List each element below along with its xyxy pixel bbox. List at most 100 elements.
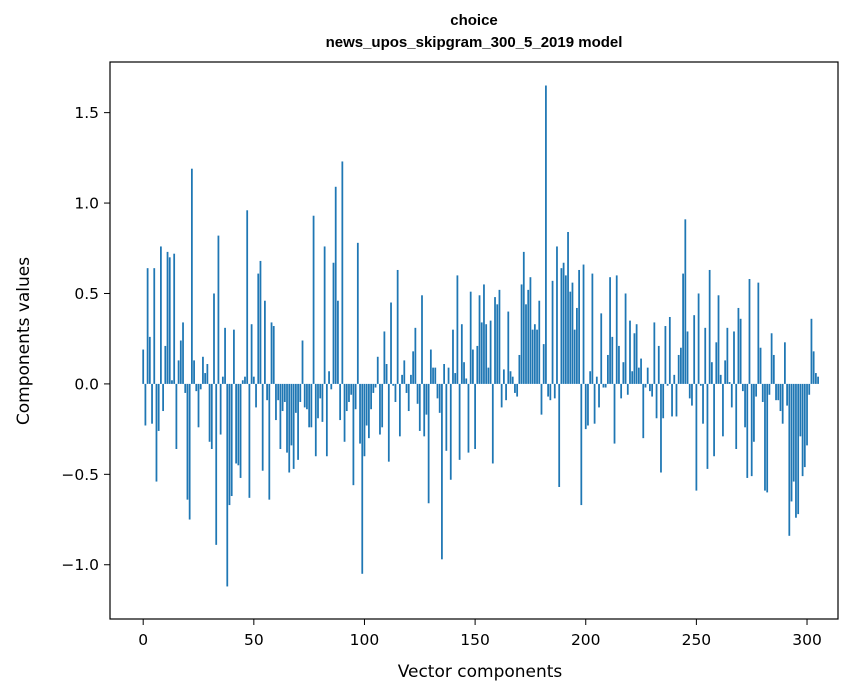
- bar-27: [202, 356, 204, 384]
- bar-99: [361, 383, 364, 574]
- bar-259: [715, 342, 718, 384]
- bar-35: [219, 383, 222, 435]
- bar-9: [162, 383, 164, 412]
- bar-121: [410, 374, 412, 384]
- bar-29: [206, 364, 209, 384]
- bar-45: [241, 380, 244, 384]
- chart-title: choice: [450, 12, 498, 29]
- bar-124: [416, 383, 419, 404]
- bar-13: [171, 380, 173, 384]
- bar-11: [166, 251, 169, 384]
- bar-90: [341, 161, 344, 384]
- bar-178: [536, 329, 538, 384]
- bar-224: [637, 367, 640, 384]
- bar-258: [713, 383, 715, 457]
- bar-68: [292, 383, 295, 469]
- bar-100: [363, 383, 366, 457]
- bar-184: [549, 383, 552, 401]
- bar-256: [708, 269, 711, 384]
- bar-170: [518, 354, 521, 384]
- bar-174: [527, 289, 530, 384]
- bar-143: [458, 383, 461, 460]
- bar-51: [255, 383, 257, 408]
- bar-111: [387, 383, 390, 462]
- bar-52: [257, 273, 260, 384]
- bar-290: [784, 342, 786, 384]
- bar-177: [533, 324, 536, 384]
- bar-212: [611, 336, 614, 384]
- bar-160: [496, 304, 499, 384]
- bar-233: [657, 345, 660, 384]
- bar-229: [649, 383, 651, 392]
- bar-189: [560, 268, 563, 384]
- bar-261: [719, 374, 722, 384]
- bar-248: [691, 383, 693, 406]
- bar-214: [615, 275, 618, 384]
- bar-202: [589, 371, 592, 384]
- bar-200: [584, 383, 587, 430]
- bar-206: [598, 383, 600, 408]
- bar-167: [511, 376, 514, 384]
- bar-274: [748, 279, 751, 384]
- bar-159: [494, 297, 496, 384]
- bar-222: [633, 333, 636, 384]
- bar-119: [405, 383, 408, 393]
- bar-109: [383, 331, 386, 384]
- bar-30: [208, 383, 211, 442]
- bar-78: [314, 383, 317, 457]
- bar-252: [699, 383, 702, 386]
- bar-153: [480, 322, 483, 384]
- bar-116: [398, 383, 401, 437]
- bar-172: [522, 251, 525, 384]
- bar-187: [556, 246, 558, 384]
- bar-86: [332, 262, 335, 384]
- bar-215: [618, 345, 620, 384]
- bar-44: [239, 383, 242, 478]
- bar-300: [806, 383, 808, 446]
- bar-301: [808, 383, 811, 395]
- bar-56: [266, 383, 268, 401]
- bar-151: [476, 345, 479, 384]
- bar-41: [233, 329, 235, 384]
- bar-2: [146, 268, 149, 384]
- bar-147: [467, 383, 470, 453]
- bar-198: [580, 383, 583, 506]
- y-axis: −1.0 −0.5 0.0 0.5 1.0 1.5: [61, 104, 110, 574]
- bar-223: [635, 324, 638, 384]
- bar-6: [155, 383, 158, 482]
- bar-19: [184, 383, 187, 393]
- bar-34: [217, 235, 220, 384]
- bar-17: [179, 340, 182, 384]
- bar-279: [759, 347, 762, 384]
- bar-302: [810, 318, 813, 384]
- bar-16: [177, 360, 180, 384]
- bar-103: [370, 383, 372, 410]
- bar-235: [662, 383, 665, 419]
- bar-182: [545, 85, 547, 384]
- bar-136: [443, 364, 446, 384]
- bar-148: [469, 291, 472, 384]
- bar-110: [385, 364, 388, 384]
- bar-60: [275, 383, 277, 421]
- bar-266: [730, 383, 733, 408]
- bar-158: [491, 383, 494, 464]
- y-tick-label: 0.0: [74, 375, 99, 393]
- x-tick-label: 300: [792, 631, 822, 649]
- bar-87: [334, 186, 337, 384]
- bar-140: [452, 329, 454, 384]
- bar-232: [655, 383, 658, 419]
- bar-270: [739, 318, 742, 384]
- bar-83: [325, 383, 328, 457]
- bar-127: [423, 383, 426, 437]
- bar-3: [148, 336, 151, 384]
- bar-54: [261, 383, 264, 471]
- bar-144: [460, 324, 463, 384]
- bar-253: [702, 383, 704, 424]
- bar-225: [640, 358, 642, 384]
- bar-221: [631, 371, 634, 384]
- bar-67: [290, 383, 293, 446]
- bar-88: [337, 300, 339, 384]
- bar-217: [622, 362, 625, 384]
- bar-72: [301, 340, 304, 384]
